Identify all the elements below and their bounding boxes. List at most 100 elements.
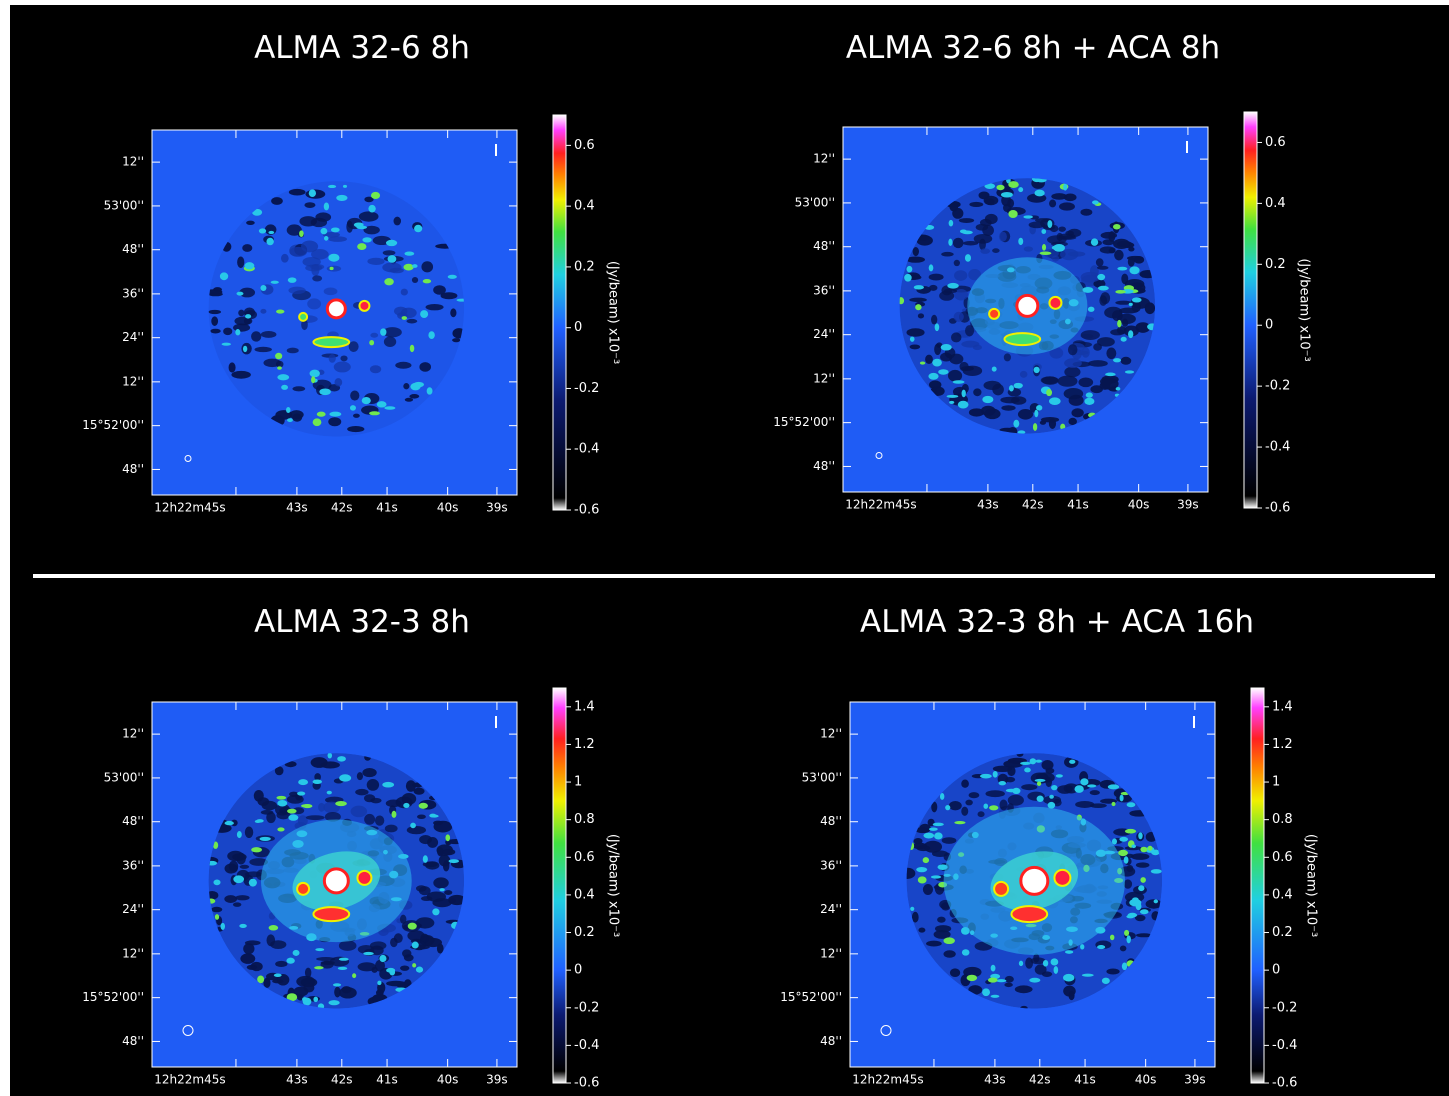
speckle (1018, 187, 1023, 192)
speckle (1080, 944, 1084, 949)
speckle (1105, 373, 1116, 377)
noise (288, 287, 305, 294)
speckle (350, 405, 356, 411)
speckle (1088, 307, 1095, 312)
colorbar-tick-label: 1 (574, 775, 582, 790)
noise (307, 298, 321, 309)
colorbar-tick-label: 1.4 (574, 699, 595, 714)
speckle (302, 997, 307, 1002)
speckle (299, 230, 304, 237)
speckle (237, 292, 244, 296)
noise (328, 236, 347, 242)
noise (1063, 986, 1076, 997)
speckle (237, 831, 242, 838)
speckle (377, 981, 381, 986)
speckle (408, 923, 417, 930)
speckle (1084, 398, 1094, 405)
noise (1042, 376, 1059, 384)
speckle (965, 254, 971, 262)
speckle (1006, 789, 1017, 793)
noise (271, 197, 283, 205)
speckle (389, 969, 395, 975)
colorbar-tick-label: 0.2 (1272, 925, 1293, 940)
colorbar-tick-label: 0.6 (574, 138, 595, 153)
colorbar-tick-label: 0.8 (1272, 812, 1293, 827)
speckle (1113, 358, 1121, 362)
noise (1106, 348, 1116, 360)
speckle (298, 779, 308, 785)
colorbar-tick-label: 0.2 (574, 925, 595, 940)
noise (1064, 194, 1077, 202)
speckle (377, 401, 387, 407)
speckle (1037, 796, 1044, 802)
speckle (1034, 367, 1040, 373)
noise (1041, 417, 1059, 423)
speckle (1046, 389, 1052, 396)
speckle (310, 370, 320, 378)
speckle (329, 412, 341, 417)
noise (335, 378, 343, 386)
speckle (1119, 837, 1128, 842)
speckle (929, 827, 938, 830)
noise (1121, 357, 1132, 365)
knot (299, 313, 307, 321)
speckle (221, 923, 225, 930)
speckle (1086, 392, 1093, 397)
speckle (222, 343, 231, 346)
noise (1128, 247, 1134, 252)
colorbar-tick-label: 0.2 (574, 259, 595, 274)
noise (1024, 246, 1033, 251)
noise (383, 250, 396, 255)
speckle (967, 975, 978, 981)
noise (1049, 200, 1056, 208)
speckle (1132, 297, 1142, 302)
speckle (235, 329, 240, 335)
knot (994, 882, 1008, 896)
noise (370, 365, 381, 373)
speckle (1136, 902, 1142, 910)
speckle (1097, 274, 1105, 280)
noise (951, 332, 961, 342)
scale-bar (495, 716, 497, 728)
noise (227, 851, 244, 861)
colorbar-tick-label: -0.4 (1265, 440, 1290, 455)
speckle (330, 267, 334, 270)
speckle (948, 239, 952, 246)
noise (350, 390, 359, 400)
speckle (1098, 286, 1109, 291)
noise (965, 325, 974, 336)
speckle (1140, 909, 1149, 914)
noise (1004, 353, 1011, 361)
noise (237, 256, 244, 267)
noise (327, 266, 341, 272)
noise (992, 248, 1000, 253)
speckle (982, 988, 990, 996)
speckle (991, 965, 996, 972)
x-tick-label: 43s (984, 1073, 1006, 1087)
speckle (1126, 935, 1130, 943)
x-tick-label: 43s (286, 1073, 308, 1087)
speckle (1116, 387, 1121, 391)
x-tick-label: 43s (286, 501, 308, 515)
colorbar-tick-label: 0.4 (574, 887, 595, 902)
noise (442, 849, 455, 855)
noise (1068, 344, 1078, 355)
speckle (249, 879, 257, 887)
speckle (1087, 784, 1096, 787)
speckle (402, 316, 407, 320)
noise (433, 877, 448, 888)
speckle (405, 252, 415, 256)
speckle (1075, 785, 1084, 793)
speckle (1049, 795, 1054, 799)
x-tick-label: 42s (331, 1073, 353, 1087)
noise (1120, 945, 1127, 951)
speckle (962, 390, 966, 398)
speckle (260, 837, 271, 841)
x-tick-label: 12h22m45s (852, 1073, 923, 1087)
colorbar-tick-label: 0 (574, 320, 582, 335)
speckle (420, 310, 428, 318)
speckle (286, 958, 294, 964)
colorbar-tick-label: -0.4 (574, 1038, 599, 1053)
speckle (269, 925, 279, 931)
speckle (256, 819, 264, 823)
